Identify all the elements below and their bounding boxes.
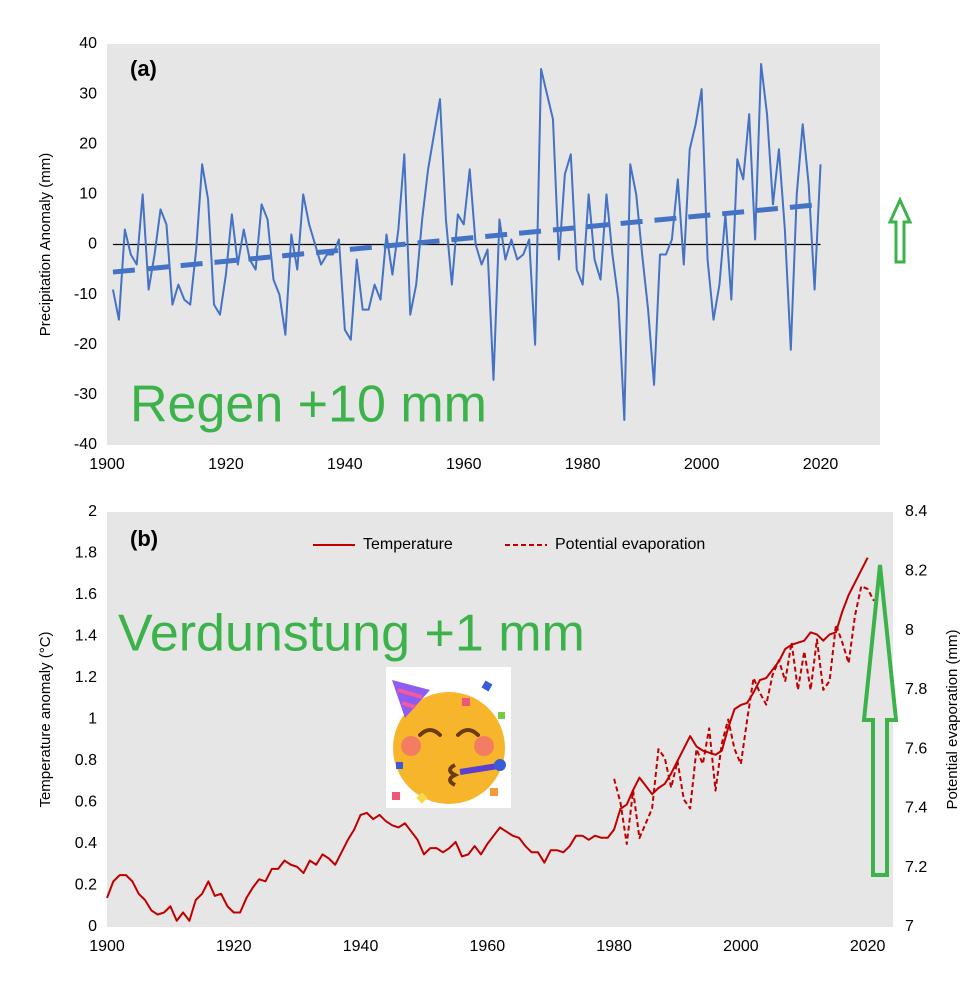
- y-tick-label: 2: [88, 503, 97, 520]
- emoji-blower: [459, 763, 499, 775]
- x-tick-label: 1940: [327, 456, 363, 473]
- y2-tick-label: 8.2: [905, 563, 927, 580]
- data-line: [613, 585, 875, 845]
- y-tick-label: 0.4: [75, 835, 97, 852]
- y-tick-label: -20: [74, 336, 97, 353]
- y-axis-label: Temperature anomaly (°C): [37, 631, 54, 807]
- emoji-mouth: [448, 763, 460, 787]
- emoji-hat-stripe: [397, 688, 423, 699]
- x-tick-label: 1920: [216, 938, 252, 955]
- y-axis-label: Precipitation Anomaly (mm): [37, 153, 54, 336]
- x-tick-label: 1900: [89, 456, 125, 473]
- y-tick-label: 0.6: [75, 794, 97, 811]
- x-tick-label: 1940: [343, 938, 379, 955]
- confetti: [392, 792, 400, 800]
- annotation: Regen +10 mm: [130, 376, 487, 434]
- y2-tick-label: 8: [905, 622, 914, 639]
- legend-label: Potential evaporation: [555, 536, 705, 553]
- panel-label: (b): [130, 526, 158, 551]
- x-tick-label: 1980: [565, 456, 601, 473]
- x-tick-label: 1960: [470, 938, 506, 955]
- emoji-cheek: [401, 736, 421, 756]
- up-arrow-small: [887, 196, 913, 264]
- emoji-eyes: [418, 728, 480, 737]
- emoji-blower-end: [494, 759, 506, 771]
- confetti: [481, 680, 493, 692]
- y-tick-label: 10: [79, 186, 97, 203]
- y2-axis-label: Potential evaporation (mm): [944, 629, 961, 809]
- y2-tick-label: 7.8: [905, 681, 927, 698]
- confetti: [498, 712, 505, 719]
- y-tick-label: 40: [79, 35, 97, 52]
- x-tick-label: 2000: [723, 938, 759, 955]
- y-tick-label: 0.2: [75, 877, 97, 894]
- y2-tick-label: 7.6: [905, 740, 927, 757]
- x-tick-label: 1900: [89, 938, 125, 955]
- y-tick-label: 1.4: [75, 628, 97, 645]
- y2-tick-label: 7.4: [905, 800, 927, 817]
- x-tick-label: 2000: [684, 456, 720, 473]
- y-tick-label: 1.8: [75, 545, 97, 562]
- y-tick-label: 1.6: [75, 586, 97, 603]
- y-tick-label: 20: [79, 135, 97, 152]
- confetti: [416, 792, 428, 804]
- x-tick-label: 2020: [850, 938, 886, 955]
- y-tick-label: -30: [74, 386, 97, 403]
- y-tick-label: 1.2: [75, 669, 97, 686]
- trend-line: [112, 201, 821, 275]
- y-tick-label: 0.8: [75, 752, 97, 769]
- confetti: [490, 788, 498, 796]
- confetti: [462, 698, 470, 706]
- confetti: [396, 762, 403, 769]
- emoji-hat-stripe: [401, 701, 416, 709]
- emoji-cheek: [474, 736, 494, 756]
- x-tick-label: 1960: [446, 456, 482, 473]
- y-tick-label: 1: [88, 711, 97, 728]
- y2-tick-label: 7: [905, 918, 914, 935]
- x-tick-label: 2020: [803, 456, 839, 473]
- data-line: [111, 63, 822, 421]
- legend-label: Temperature: [363, 536, 453, 553]
- party-emoji: [386, 667, 511, 808]
- y-tick-label: 0: [88, 236, 97, 253]
- data-line: [106, 557, 869, 922]
- x-tick-label: 1980: [596, 938, 632, 955]
- up-arrow-large: [861, 564, 899, 877]
- y-tick-label: 0: [88, 918, 97, 935]
- y-tick-label: -40: [74, 436, 97, 453]
- panel-label: (a): [130, 56, 157, 81]
- annotation: Verdunstung +1 mm: [118, 605, 585, 663]
- y2-tick-label: 8.4: [905, 503, 927, 520]
- emoji-face: [393, 692, 505, 804]
- x-tick-label: 1920: [208, 456, 244, 473]
- y-tick-label: -10: [74, 286, 97, 303]
- y-tick-label: 30: [79, 85, 97, 102]
- y2-tick-label: 7.2: [905, 859, 927, 876]
